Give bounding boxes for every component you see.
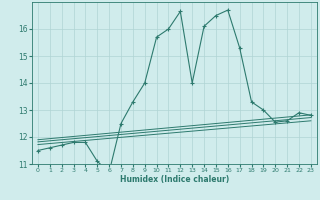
X-axis label: Humidex (Indice chaleur): Humidex (Indice chaleur): [120, 175, 229, 184]
